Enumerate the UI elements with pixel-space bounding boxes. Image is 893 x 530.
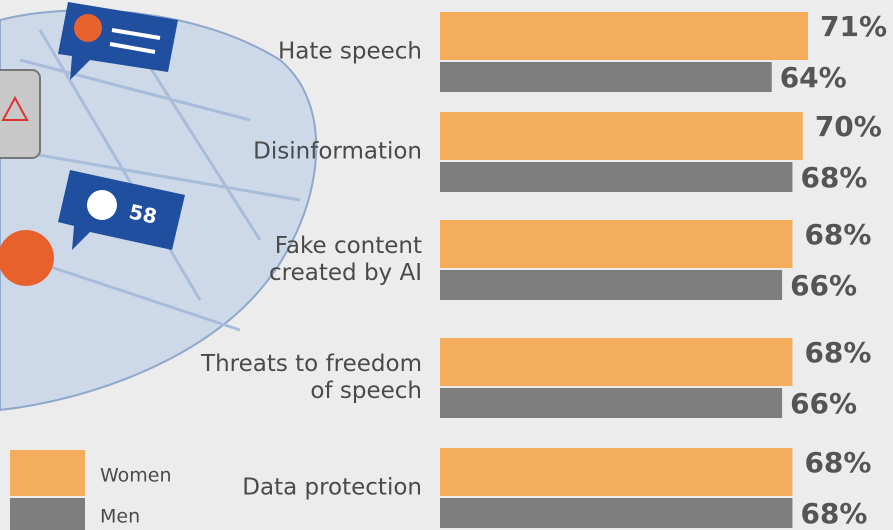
texture <box>0 19 301 332</box>
bar <box>440 220 793 268</box>
legend-label: Men <box>100 506 140 528</box>
bubble <box>58 170 185 250</box>
value-label: 64% <box>780 61 847 94</box>
phone <box>0 69 41 159</box>
category-label: Threats to freedom of speech <box>201 351 422 404</box>
value-label: 68% <box>804 446 871 479</box>
bar <box>440 448 793 496</box>
badge: 58 <box>127 199 159 228</box>
angry-face <box>0 230 54 286</box>
value-label: 66% <box>790 387 857 420</box>
bar <box>440 270 783 300</box>
warning <box>1 95 29 121</box>
illustration: 58 <box>0 2 318 412</box>
bar <box>440 162 793 192</box>
bar <box>440 112 803 160</box>
value-label: 66% <box>790 269 857 302</box>
face <box>74 14 102 42</box>
bar <box>440 388 783 418</box>
value-label: 71% <box>820 10 887 43</box>
legend-label: Women <box>100 465 172 487</box>
bar <box>440 12 808 60</box>
value-label: 70% <box>815 110 882 143</box>
value-label: 68% <box>800 497 867 530</box>
lines <box>109 28 161 54</box>
bar <box>440 498 793 528</box>
category-label: Fake content created by AI <box>269 233 422 286</box>
legend-swatch <box>10 450 85 496</box>
category-label: Hate speech <box>278 38 422 65</box>
comment-icon <box>87 190 117 220</box>
category-label: Data protection <box>242 474 422 501</box>
category-label: Disinformation <box>253 138 422 165</box>
value-label: 68% <box>804 336 871 369</box>
legend-swatch <box>10 498 85 530</box>
bar <box>440 62 772 92</box>
bar <box>440 338 793 386</box>
value-label: 68% <box>804 218 871 251</box>
value-label: 68% <box>800 161 867 194</box>
